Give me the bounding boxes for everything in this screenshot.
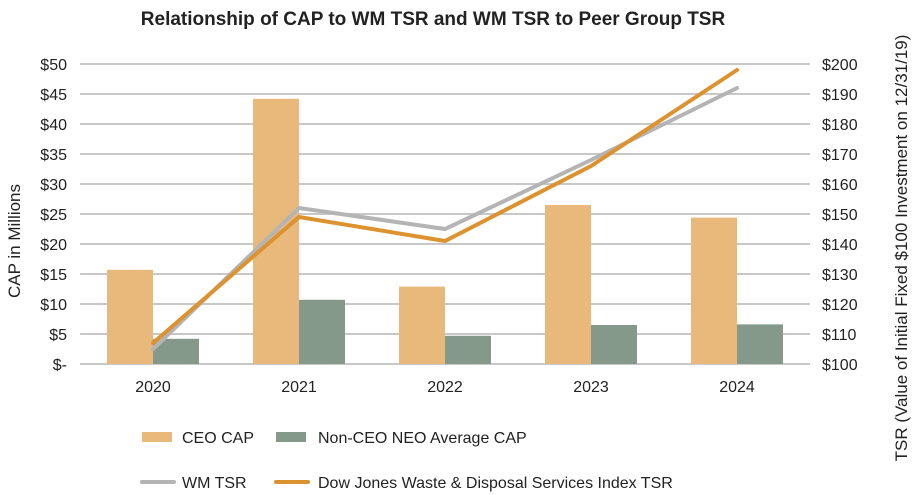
y2-tick-label: $140 (822, 237, 858, 254)
y2-tick-label: $100 (822, 357, 858, 374)
left-axis-ticks: $- $5 $10 $15 $20 $25 $30 $35 $40 $45 $50 (40, 57, 67, 374)
lines (151, 68, 739, 351)
non-ceo-cap-bar (737, 324, 783, 364)
y2-tick-label: $120 (822, 297, 858, 314)
y-axis-label: CAP in Millions (5, 184, 24, 298)
non-ceo-cap-bar (445, 335, 491, 364)
legend-ceo-cap-swatch (142, 432, 172, 442)
chart-title: Relationship of CAP to WM TSR and WM TSR… (141, 9, 726, 30)
bars (107, 98, 783, 365)
ceo-cap-bar (399, 286, 445, 364)
y-tick-label: $25 (40, 207, 67, 224)
non-ceo-cap-bar (299, 299, 345, 364)
x-axis-ticks: 2020 2021 2022 2023 2024 (135, 379, 755, 396)
legend: CEO CAP Non-CEO NEO Average CAP WM TSR Dow … (140, 430, 673, 492)
y-tick-label: $20 (40, 237, 67, 254)
y-tick-label: $10 (40, 297, 67, 314)
x-tick-label: 2023 (573, 379, 609, 396)
y-tick-label: $15 (40, 267, 67, 284)
x-tick-label: 2024 (719, 379, 755, 396)
y-tick-label: $50 (40, 57, 67, 74)
y2-tick-label: $150 (822, 207, 858, 224)
ceo-cap-bar (107, 269, 153, 364)
y-tick-label: $- (53, 357, 67, 374)
y2-tick-label: $200 (822, 57, 858, 74)
legend-non-ceo-cap-swatch (276, 432, 306, 442)
y2-tick-label: $170 (822, 147, 858, 164)
y-tick-label: $5 (49, 327, 67, 344)
y-tick-label: $35 (40, 147, 67, 164)
legend-wm-tsr-label: WM TSR (182, 475, 247, 492)
y2-tick-label: $110 (822, 327, 857, 344)
ceo-cap-bar (691, 217, 737, 364)
x-tick-label: 2021 (281, 379, 317, 396)
y2-tick-label: $190 (822, 87, 858, 104)
y-tick-label: $40 (40, 117, 67, 134)
x-tick-label: 2020 (135, 379, 171, 396)
non-ceo-cap-bar (591, 325, 637, 364)
legend-ceo-cap-label: CEO CAP (182, 430, 254, 447)
legend-dj-index-tsr-label: Dow Jones Waste & Disposal Services Inde… (318, 475, 673, 492)
dj-index-tsr-line (151, 68, 739, 345)
y2-tick-label: $180 (822, 117, 858, 134)
y2-axis-label: TSR (Value of Initial Fixed $100 Investm… (892, 35, 911, 462)
y2-tick-label: $160 (822, 177, 858, 194)
ceo-cap-bar (545, 205, 591, 364)
x-tick-label: 2022 (427, 379, 463, 396)
right-axis-ticks: $100 $110 $120 $130 $140 $150 $160 $170 $180 $190… (822, 57, 858, 374)
legend-non-ceo-cap-label: Non-CEO NEO Average CAP (318, 430, 527, 447)
y-tick-label: $30 (40, 177, 67, 194)
y-tick-label: $45 (40, 87, 67, 104)
y2-tick-label: $130 (822, 267, 858, 284)
